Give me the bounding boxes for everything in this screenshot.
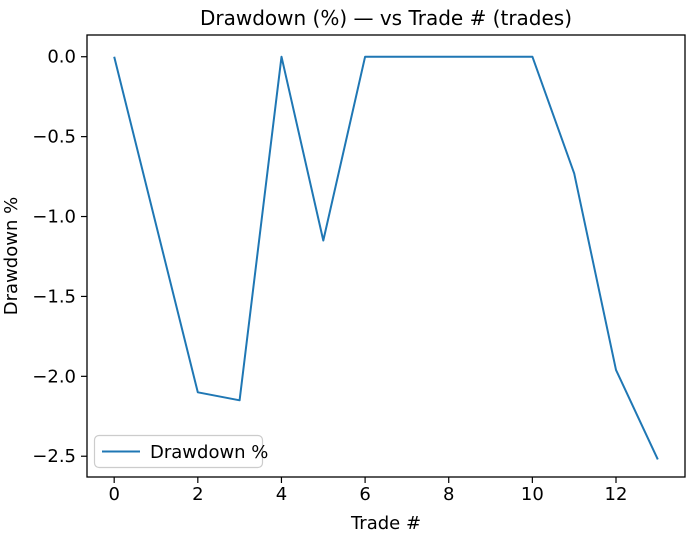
x-tick-label: 2: [192, 484, 203, 505]
chart-title: Drawdown (%) — vs Trade # (trades): [200, 6, 572, 30]
y-tick-label: −1.0: [32, 207, 76, 228]
x-tick-label: 6: [359, 484, 370, 505]
plot-spines: [86, 34, 686, 478]
y-axis-label: Drawdown %: [1, 197, 22, 315]
x-tick-label: 12: [605, 484, 628, 505]
y-tick-label: −1.5: [32, 286, 76, 307]
drawdown-series-line: [113, 55, 659, 460]
x-tick-label: 0: [108, 484, 119, 505]
y-tick-label: −2.0: [32, 366, 76, 387]
x-axis-label: Trade #: [350, 513, 421, 534]
x-tick-label: 8: [443, 484, 454, 505]
legend-box: [93, 434, 264, 469]
legend-label: Drawdown %: [150, 442, 268, 463]
x-tick-label: 10: [521, 484, 544, 505]
y-tick-label: −0.5: [32, 127, 76, 148]
y-tick-label: −2.5: [32, 446, 76, 467]
y-tick-label: 0.0: [47, 47, 76, 68]
x-tick-label: 4: [276, 484, 287, 505]
